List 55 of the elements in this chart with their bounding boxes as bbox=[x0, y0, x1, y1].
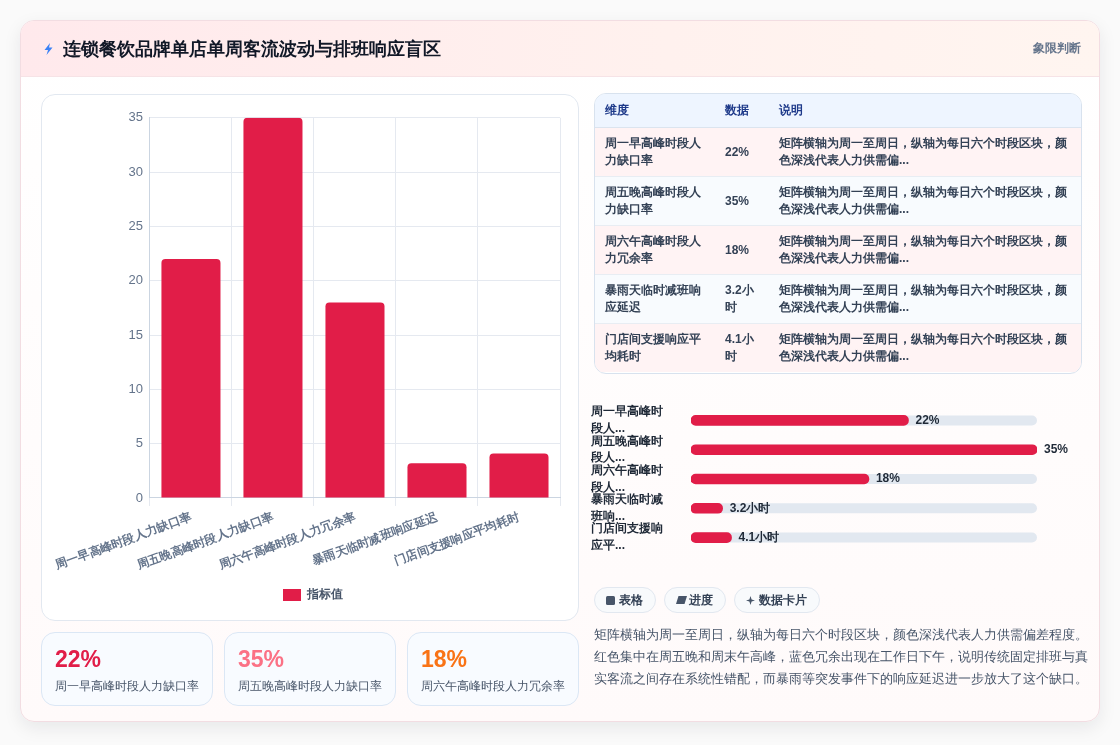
category-label: 周一早高峰时段人力缺口率 bbox=[55, 678, 199, 694]
y-tick-label: 20 bbox=[128, 272, 143, 288]
text: 象限判断 bbox=[1033, 40, 1081, 56]
category-label: 门店间支援响应平均耗时 bbox=[595, 323, 715, 372]
y-tick-label: 周一早高峰时段人... bbox=[590, 404, 663, 436]
text: 数据 bbox=[715, 94, 769, 128]
chart-title: 连锁餐饮品牌单店单周客流波动与排班响应盲区 bbox=[63, 38, 441, 60]
bar bbox=[489, 453, 549, 498]
text: 18% bbox=[725, 242, 750, 257]
y-tick-label: 暴雨天临时减班响... bbox=[590, 492, 663, 523]
data-label: 4.1小时 bbox=[738, 529, 780, 544]
y-tick-label: 周六午高峰时段人... bbox=[590, 462, 663, 494]
text: 18% bbox=[421, 646, 468, 672]
text: 矩阵横轴为周一至周日，纵轴为每日六个时段区块，颜色深浅代表人力供需偏... bbox=[769, 323, 1083, 372]
text: 矩阵横轴为周一至周日，纵轴为每日六个时段区块，颜色深浅代表人力供需偏... bbox=[769, 225, 1083, 275]
text: 表格 bbox=[594, 587, 656, 613]
text: 矩阵横轴为周一至周日，纵轴为每日六个时段区块，颜色深浅代表人力供需偏... bbox=[769, 274, 1083, 324]
text: 3.2小时 bbox=[725, 283, 754, 314]
text: 4.1小时 bbox=[725, 332, 754, 363]
bar bbox=[407, 463, 467, 498]
y-tick-label: 25 bbox=[128, 218, 143, 233]
data-label: 3.2小时 bbox=[729, 500, 771, 515]
y-tick-label: 15 bbox=[128, 326, 143, 342]
y-tick-label: 0 bbox=[135, 489, 143, 505]
data-label: 22% bbox=[915, 412, 940, 427]
text: 矩阵横轴为周一至周日，纵轴为每日六个时段区块，颜色深浅代表人力供需偏... bbox=[769, 127, 1083, 177]
category-label: 周五晚高峰时段人力缺口率 bbox=[595, 176, 715, 226]
bar bbox=[691, 532, 732, 543]
category-label: 周六午高峰时段人力冗余率 bbox=[595, 225, 715, 275]
y-tick-label: 30 bbox=[128, 163, 143, 179]
y-tick-label: 周五晚高峰时段人... bbox=[590, 433, 663, 465]
bar bbox=[243, 117, 303, 498]
text: 维度 bbox=[595, 94, 715, 128]
legend-label: 指标值 bbox=[306, 587, 343, 602]
category-label: 周六午高峰时段人力冗余率 bbox=[421, 678, 565, 694]
y-tick-label: 门店间支援响应平... bbox=[590, 521, 663, 553]
text: 矩阵横轴为周一至周日，纵轴为每日六个时段区块，颜色深浅代表人力供需偏差程度。红色集中在周五晚和周末午高峰，蓝色冗余出现在工作日下午，说明传统固定排班与真实客流之间存在系统性错配，而暴雨等突发事件下的响应延迟进一步放大了这个缺口。 bbox=[594, 626, 1089, 688]
y-tick-label: 5 bbox=[135, 435, 143, 451]
category-label: 周五晚高峰时段人力缺口率 bbox=[238, 678, 382, 694]
text: 矩阵横轴为周一至周日，纵轴为每日六个时段区块，颜色深浅代表人力供需偏... bbox=[769, 176, 1083, 226]
text: 35% bbox=[238, 646, 285, 672]
bar bbox=[161, 259, 221, 498]
text: 说明 bbox=[769, 94, 1083, 128]
y-tick-label: 35 bbox=[128, 109, 143, 125]
text: 22% bbox=[55, 646, 102, 672]
data-label: 35% bbox=[1044, 442, 1069, 457]
data-label: 18% bbox=[875, 471, 901, 486]
y-tick-label: 10 bbox=[128, 380, 143, 396]
text: 22% bbox=[725, 144, 750, 159]
text: 数据卡片 bbox=[734, 587, 820, 613]
text: 35% bbox=[725, 193, 750, 208]
category-label: 周一早高峰时段人力缺口率 bbox=[595, 127, 715, 177]
bar bbox=[325, 302, 385, 498]
category-label: 暴雨天临时减班响应延迟 bbox=[595, 274, 715, 324]
text: 进度 bbox=[664, 587, 726, 613]
